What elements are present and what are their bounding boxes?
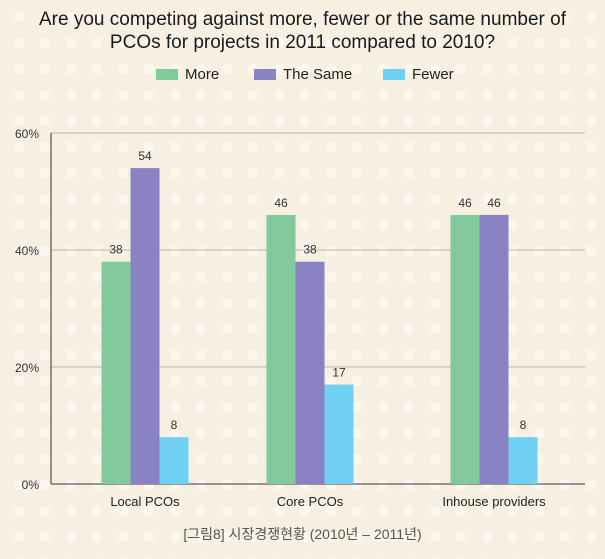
bar-core-pcos-the-same — [295, 261, 325, 484]
value-label-inhouse-providers-the-same: 46 — [487, 196, 501, 210]
bar-inhouse-providers-more — [450, 214, 480, 484]
chart-plot: 0% 20% 40% 60% 38 54 8 Local PCOs 46 38 17 Core PCO… — [15, 127, 585, 509]
bar-local-pcos-more — [101, 261, 131, 484]
y-tick-label-0: 0% — [22, 478, 40, 492]
value-label-core-pcos-the-same: 38 — [303, 243, 317, 257]
x-tick-label-core-pcos: Core PCOs — [277, 494, 344, 509]
bar-inhouse-providers-fewer — [508, 437, 538, 484]
legend-swatch-fewer — [383, 69, 405, 80]
bar-inhouse-providers-the-same — [479, 214, 509, 484]
value-label-local-pcos-more: 38 — [109, 243, 123, 257]
legend-item-fewer: Fewer — [383, 66, 454, 83]
bar-core-pcos-more — [266, 214, 296, 484]
legend-label-fewer: Fewer — [412, 66, 454, 83]
figure-caption: [그림8] 시장경쟁현황 (2010년 – 2011년) — [183, 526, 422, 542]
y-tick-label-60: 60% — [15, 127, 39, 141]
value-label-local-pcos-the-same: 54 — [138, 149, 152, 163]
chart-title-line-1: Are you competing against more, fewer or… — [39, 9, 566, 30]
x-tick-label-local-pcos: Local PCOs — [110, 494, 180, 509]
value-label-core-pcos-fewer: 17 — [332, 366, 346, 380]
bar-core-pcos-fewer — [324, 384, 354, 484]
chart-legend: More The Same Fewer — [0, 66, 605, 86]
value-label-core-pcos-more: 46 — [274, 196, 288, 210]
legend-item-more: More — [156, 66, 219, 83]
legend-label-the-same: The Same — [283, 66, 353, 83]
legend-swatch-more — [156, 69, 178, 80]
legend-swatch-the-same — [254, 69, 276, 80]
value-label-local-pcos-fewer: 8 — [171, 418, 178, 432]
bar-local-pcos-the-same — [130, 168, 160, 484]
x-tick-label-inhouse-providers: Inhouse providers — [442, 494, 546, 509]
value-label-inhouse-providers-more: 46 — [458, 196, 472, 210]
legend-item-the-same: The Same — [254, 66, 352, 83]
chart-title: Are you competing against more, fewer or… — [0, 8, 605, 54]
y-tick-label-20: 20% — [15, 361, 39, 375]
bar-local-pcos-fewer — [159, 437, 189, 484]
y-tick-label-40: 40% — [15, 244, 39, 258]
chart-title-line-2: PCOs for projects in 2011 compared to 20… — [109, 32, 496, 53]
value-label-inhouse-providers-fewer: 8 — [520, 418, 527, 432]
legend-label-more: More — [185, 66, 220, 83]
